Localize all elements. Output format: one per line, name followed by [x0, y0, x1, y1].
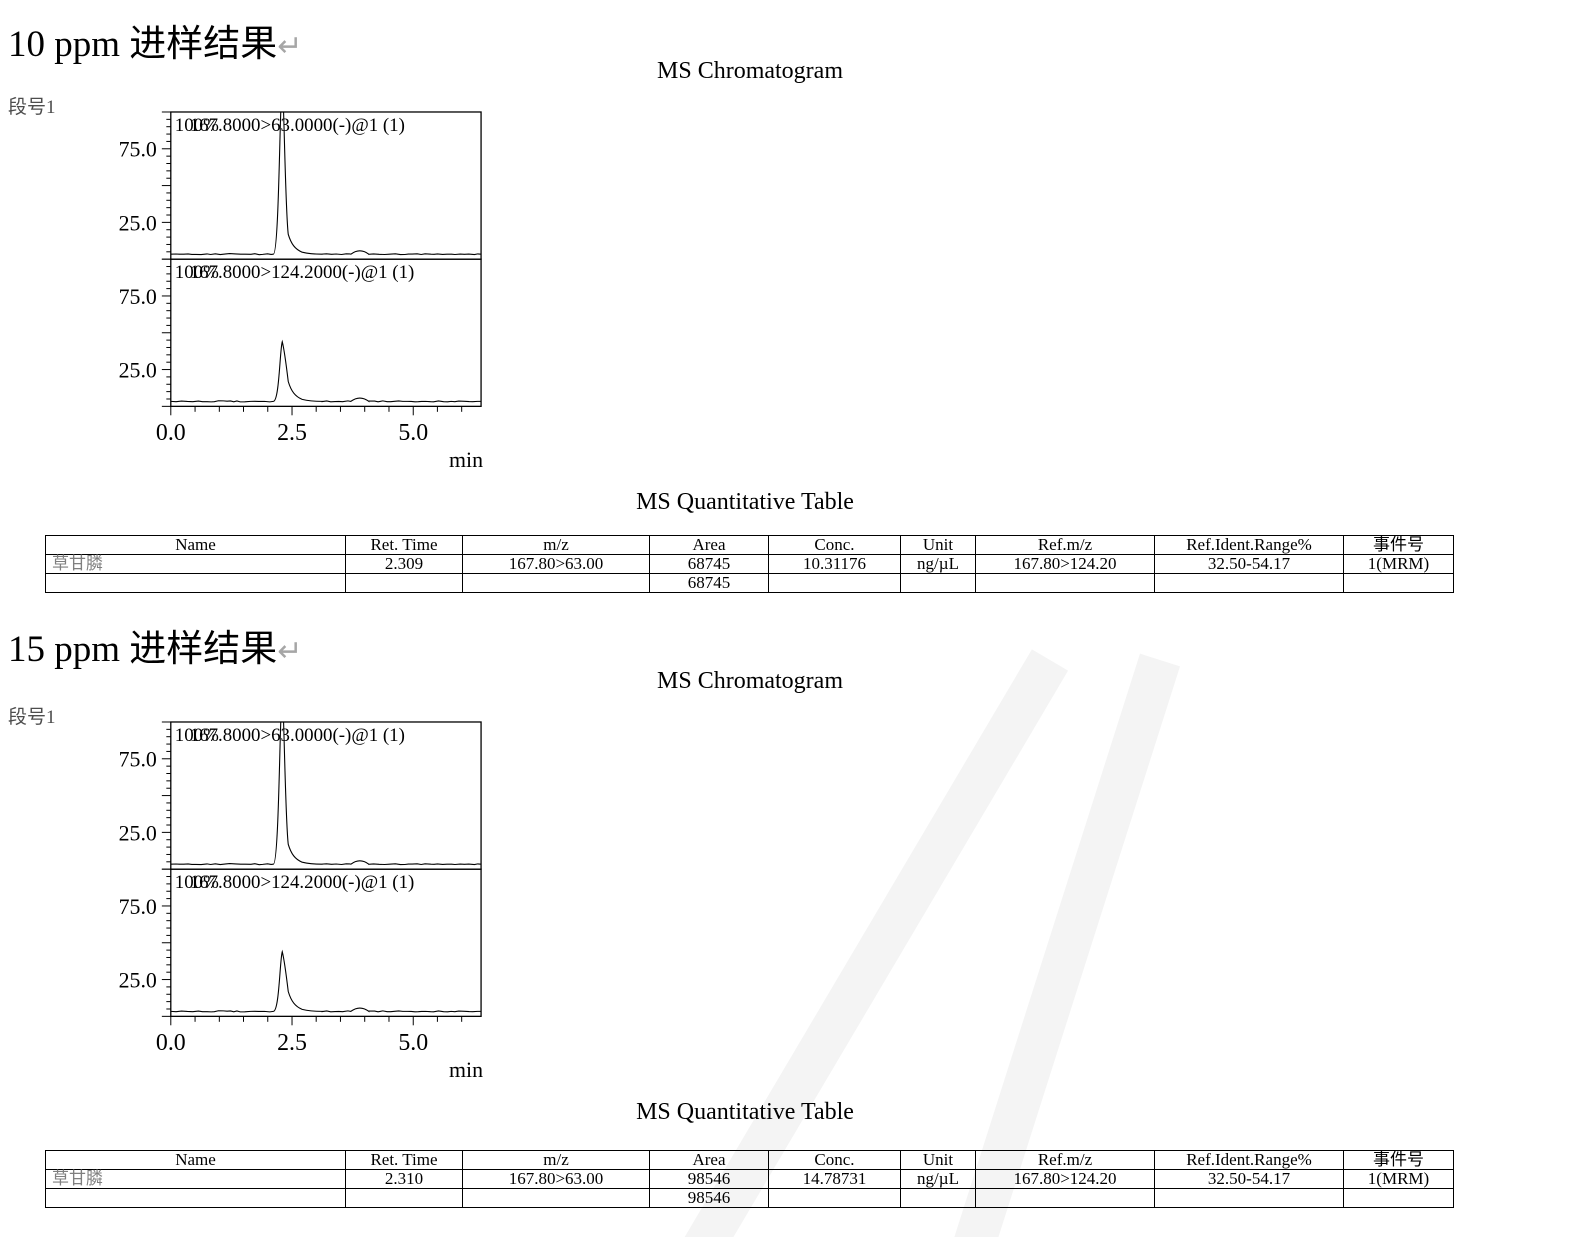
svg-text:0.0: 0.0: [156, 420, 186, 446]
svg-text:5.0: 5.0: [398, 420, 428, 446]
svg-text:167.8000>63.0000(-)@1 (1): 167.8000>63.0000(-)@1 (1): [190, 115, 405, 136]
svg-text:75.0: 75.0: [119, 895, 157, 919]
svg-text:0.0: 0.0: [156, 1030, 186, 1056]
svg-text:25.0: 25.0: [119, 211, 157, 235]
svg-text:2.5: 2.5: [277, 420, 307, 446]
svg-text:25.0: 25.0: [119, 969, 157, 993]
svg-text:167.8000>63.0000(-)@1 (1): 167.8000>63.0000(-)@1 (1): [190, 725, 405, 746]
svg-text:5.0: 5.0: [398, 1030, 428, 1056]
svg-text:75.0: 75.0: [119, 138, 157, 162]
svg-text:25.0: 25.0: [119, 821, 157, 845]
svg-text:75.0: 75.0: [119, 748, 157, 772]
svg-text:25.0: 25.0: [119, 359, 157, 383]
svg-text:min: min: [449, 1058, 483, 1082]
svg-text:167.8000>124.2000(-)@1 (1): 167.8000>124.2000(-)@1 (1): [190, 262, 415, 283]
svg-text:75.0: 75.0: [119, 285, 157, 309]
svg-text:min: min: [449, 448, 483, 472]
svg-text:167.8000>124.2000(-)@1 (1): 167.8000>124.2000(-)@1 (1): [190, 872, 415, 893]
svg-text:2.5: 2.5: [277, 1030, 307, 1056]
